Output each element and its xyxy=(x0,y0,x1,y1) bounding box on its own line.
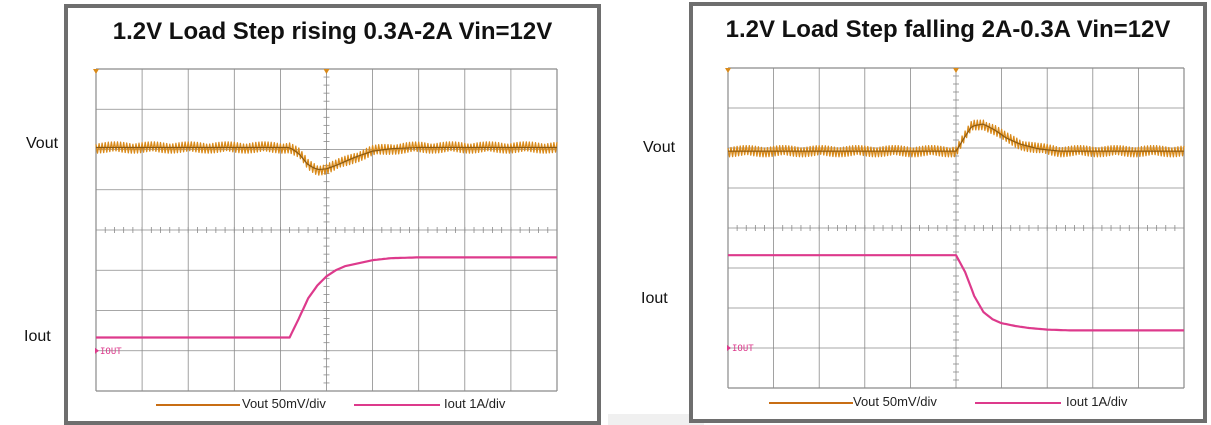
iout-channel-marker: IOUT xyxy=(732,344,754,354)
vout-trace-mean xyxy=(96,146,557,171)
vout-side-label-right: Vout xyxy=(643,139,676,156)
chart-panel-rising: 1.2V Load Step rising 0.3A-2A Vin=12V IO… xyxy=(64,4,601,425)
scope-plot-falling: IOUT xyxy=(725,67,1185,389)
scope-plot-rising: IOUT xyxy=(93,68,558,392)
legend-label-vout: Vout 50mV/div xyxy=(242,396,326,411)
legend-swatch-vout xyxy=(156,404,240,406)
chart-title-rising: 1.2V Load Step rising 0.3A-2A Vin=12V xyxy=(112,18,553,45)
trigger-marker-center xyxy=(953,68,959,73)
grid xyxy=(93,68,558,392)
grid xyxy=(725,67,1185,389)
trigger-marker-center xyxy=(323,69,330,74)
iout-trace xyxy=(96,256,557,339)
vout-trace xyxy=(95,141,558,176)
bottom-strip xyxy=(608,414,704,425)
vout-trace xyxy=(727,119,1185,158)
iout-channel-marker: IOUT xyxy=(100,347,122,357)
legend-label-iout: Iout 1A/div xyxy=(444,396,506,411)
legend-falling: Vout 50mV/div Iout 1A/div xyxy=(693,394,1203,412)
vout-trace-mean xyxy=(728,123,1184,152)
iout-trace xyxy=(728,254,1184,332)
iout-side-label-right: Iout xyxy=(641,290,668,307)
iout-channel-arrow xyxy=(95,347,99,354)
legend-rising: Vout 50mV/div Iout 1A/div xyxy=(68,396,597,414)
chart-panel-falling: 1.2V Load Step falling 2A-0.3A Vin=12V I… xyxy=(689,2,1207,423)
trigger-marker-left xyxy=(725,68,731,73)
legend-label-iout: Iout 1A/div xyxy=(1066,394,1128,409)
iout-side-label-left: Iout xyxy=(24,328,51,345)
legend-swatch-iout xyxy=(354,404,440,406)
legend-label-vout: Vout 50mV/div xyxy=(853,394,937,409)
chart-title-falling: 1.2V Load Step falling 2A-0.3A Vin=12V xyxy=(725,16,1171,43)
vout-side-label-left: Vout xyxy=(26,135,59,152)
trigger-marker-left xyxy=(93,69,99,74)
legend-swatch-iout xyxy=(975,402,1061,404)
legend-swatch-vout xyxy=(769,402,853,404)
iout-channel-arrow xyxy=(727,345,731,351)
